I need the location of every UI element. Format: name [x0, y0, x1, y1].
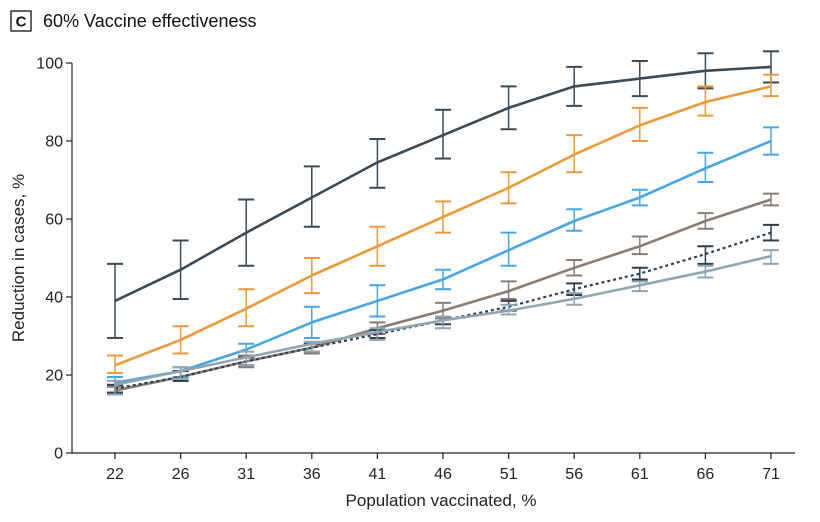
error-bar	[369, 327, 386, 341]
panel-letter-box	[10, 10, 32, 32]
series-3	[107, 126, 779, 388]
series-line	[114, 198, 772, 392]
panel-title: 60% Vaccine effectiveness	[43, 11, 256, 31]
x-tick-label: 56	[565, 466, 583, 483]
series-line	[114, 139, 772, 385]
series-2	[107, 73, 779, 375]
series-line	[114, 65, 772, 303]
y-axis-title: Reduction in cases, %	[9, 174, 28, 342]
error-bar	[763, 223, 779, 242]
panel-letter: C	[16, 14, 27, 31]
x-tick-label: 22	[106, 466, 124, 483]
y-tick-label: 0	[54, 446, 63, 463]
series-line	[114, 254, 772, 387]
x-axis-title: Population vaccinated, %	[346, 491, 537, 510]
series-1	[107, 50, 779, 339]
x-tick-label: 71	[762, 466, 780, 483]
x-tick-label: 26	[172, 466, 190, 483]
x-tick-label: 46	[434, 466, 452, 483]
error-bar	[107, 379, 123, 396]
error-bar	[763, 73, 779, 98]
series-line	[114, 85, 772, 367]
x-tick-label: 36	[303, 466, 321, 483]
error-bar	[107, 262, 123, 339]
x-tick-label: 51	[500, 466, 518, 483]
series-6	[107, 249, 779, 396]
x-tick-label: 41	[369, 466, 387, 483]
error-bar	[435, 315, 451, 330]
x-tick-label: 66	[697, 466, 715, 483]
y-tick-label: 100	[36, 56, 63, 73]
error-bar	[172, 366, 189, 380]
x-tick-label: 31	[237, 466, 255, 483]
y-tick-label: 80	[45, 134, 63, 151]
y-tick-label: 20	[45, 368, 63, 385]
y-tick-label: 60	[45, 212, 63, 229]
y-tick-label: 40	[45, 290, 63, 307]
error-bar	[631, 266, 648, 281]
series-line	[114, 231, 772, 390]
error-bar	[697, 245, 714, 265]
x-tick-label: 61	[631, 466, 649, 483]
